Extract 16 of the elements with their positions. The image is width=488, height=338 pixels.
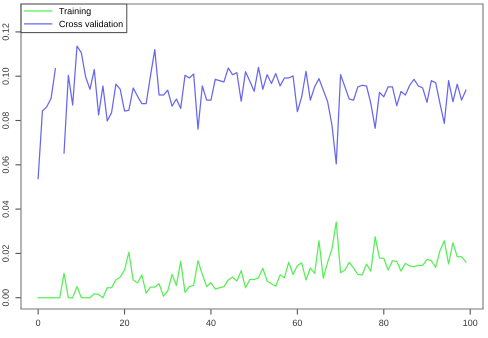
y-tick-label: 0.00 bbox=[2, 289, 9, 306]
y-tick-label: 0.12 bbox=[2, 24, 9, 40]
y-tick-label: 0.06 bbox=[2, 156, 9, 174]
x-tick-label: 100 bbox=[463, 320, 478, 326]
y-tick-label: 0.10 bbox=[2, 68, 9, 85]
x-tick-label: 60 bbox=[292, 320, 302, 326]
x-tick-label: 80 bbox=[379, 320, 388, 326]
x-tick-label: 40 bbox=[206, 320, 216, 326]
y-tick-label: 0.04 bbox=[2, 200, 9, 218]
legend-label: Cross validation bbox=[59, 20, 123, 28]
line-series bbox=[37, 221, 467, 298]
y-tick-label: 0.02 bbox=[2, 245, 9, 262]
y-tick-label: 0.08 bbox=[2, 112, 9, 129]
x-tick-label: 0 bbox=[36, 320, 40, 326]
x-tick-label: 20 bbox=[120, 320, 130, 326]
legend-label: Training bbox=[59, 8, 91, 16]
